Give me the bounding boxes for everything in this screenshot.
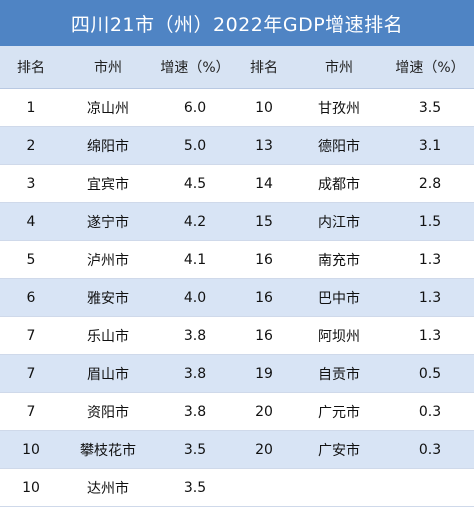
cell-rank-right: 19 — [255, 365, 273, 382]
header-city-right: 市州 — [325, 60, 353, 76]
cell-rank-left: 7 — [26, 365, 36, 382]
cell-city-right: 德阳市 — [318, 138, 360, 155]
table-header: 排名 市州 增速（%） 排名 市州 增速（%） — [0, 46, 474, 89]
cell-growth-left: 4.2 — [183, 213, 207, 230]
cell-city-left: 资阳市 — [87, 404, 129, 421]
cell-growth-left: 6.0 — [183, 99, 207, 116]
cell-rank-right: 13 — [255, 137, 273, 154]
cell-city-left: 绵阳市 — [87, 138, 129, 155]
cell-city-right: 自贡市 — [318, 366, 360, 383]
cell-rank-right: 20 — [255, 441, 273, 458]
cell-rank-left: 10 — [22, 479, 40, 496]
table-row: 7 乐山市 3.8 16 阿坝州 1.3 — [0, 317, 474, 355]
header-growth-right: 增速（%） — [395, 60, 465, 76]
cell-growth-right: 1.3 — [418, 327, 442, 344]
cell-city-right: 阿坝州 — [318, 328, 360, 345]
cell-rank-right: 10 — [255, 99, 273, 116]
table-body: 1 凉山州 6.0 10 甘孜州 3.5 2 绵阳市 5.0 13 德阳市 3.1 3 宜宾市 4.5 14 成… — [0, 89, 474, 507]
cell-city-left: 宜宾市 — [87, 176, 129, 193]
cell-growth-right: 2.8 — [418, 175, 442, 192]
cell-city-left: 眉山市 — [87, 366, 129, 383]
cell-city-right: 广安市 — [318, 442, 360, 459]
cell-rank-right: 16 — [255, 251, 273, 268]
cell-city-right: 南充市 — [318, 252, 360, 269]
cell-growth-right: 0.3 — [418, 403, 442, 420]
cell-growth-left: 3.8 — [183, 365, 207, 382]
header-rank-right: 排名 — [250, 60, 278, 76]
cell-growth-right: 3.1 — [418, 137, 442, 154]
cell-rank-right: 15 — [255, 213, 273, 230]
cell-growth-right: 0.5 — [418, 365, 442, 382]
table-title: 四川21市（州）2022年GDP增速排名 — [0, 0, 474, 46]
cell-city-right: 广元市 — [318, 404, 360, 421]
cell-rank-left: 6 — [26, 289, 36, 306]
cell-city-left: 雅安市 — [87, 290, 129, 307]
cell-city-left: 泸州市 — [87, 252, 129, 269]
cell-growth-left: 3.5 — [183, 441, 207, 458]
table-row: 5 泸州市 4.1 16 南充市 1.3 — [0, 241, 474, 279]
table-row: 7 资阳市 3.8 20 广元市 0.3 — [0, 393, 474, 431]
cell-growth-left: 4.5 — [183, 175, 207, 192]
cell-rank-left: 7 — [26, 327, 36, 344]
cell-rank-left: 10 — [22, 441, 40, 458]
cell-growth-right: 3.5 — [418, 99, 442, 116]
cell-city-right: 内江市 — [318, 214, 360, 231]
header-city-left: 市州 — [94, 60, 122, 76]
cell-city-right: 甘孜州 — [318, 100, 360, 117]
cell-growth-left: 3.5 — [183, 479, 207, 496]
cell-city-right: 巴中市 — [318, 290, 360, 307]
cell-rank-left: 7 — [26, 403, 36, 420]
cell-city-left: 凉山州 — [87, 100, 129, 117]
header-growth-left: 增速（%） — [160, 60, 230, 76]
table-row: 1 凉山州 6.0 10 甘孜州 3.5 — [0, 89, 474, 127]
cell-rank-right: 16 — [255, 289, 273, 306]
cell-growth-right: 1.3 — [418, 251, 442, 268]
cell-city-left: 乐山市 — [87, 328, 129, 345]
cell-rank-left: 5 — [26, 251, 36, 268]
table-row: 10 达州市 3.5 — [0, 469, 474, 507]
cell-growth-left: 4.0 — [183, 289, 207, 306]
table-row: 4 遂宁市 4.2 15 内江市 1.5 — [0, 203, 474, 241]
header-rank-left: 排名 — [17, 60, 45, 76]
cell-growth-left: 3.8 — [183, 327, 207, 344]
cell-rank-left: 2 — [26, 137, 36, 154]
cell-rank-right: 14 — [255, 175, 273, 192]
cell-city-left: 达州市 — [87, 480, 129, 497]
table-row: 10 攀枝花市 3.5 20 广安市 0.3 — [0, 431, 474, 469]
table-row: 2 绵阳市 5.0 13 德阳市 3.1 — [0, 127, 474, 165]
cell-growth-left: 5.0 — [183, 137, 207, 154]
cell-rank-left: 1 — [26, 99, 36, 116]
cell-rank-right: 20 — [255, 403, 273, 420]
cell-growth-right: 1.5 — [418, 213, 442, 230]
cell-growth-left: 3.8 — [183, 403, 207, 420]
cell-city-right: 成都市 — [318, 176, 360, 193]
cell-growth-left: 4.1 — [183, 251, 207, 268]
cell-rank-left: 4 — [26, 213, 36, 230]
cell-growth-right: 1.3 — [418, 289, 442, 306]
cell-growth-right: 0.3 — [418, 441, 442, 458]
cell-rank-left: 3 — [26, 175, 36, 192]
table-row: 6 雅安市 4.0 16 巴中市 1.3 — [0, 279, 474, 317]
table-row: 3 宜宾市 4.5 14 成都市 2.8 — [0, 165, 474, 203]
cell-rank-right: 16 — [255, 327, 273, 344]
table-row: 7 眉山市 3.8 19 自贡市 0.5 — [0, 355, 474, 393]
cell-city-left: 攀枝花市 — [80, 442, 136, 459]
cell-city-left: 遂宁市 — [87, 214, 129, 231]
